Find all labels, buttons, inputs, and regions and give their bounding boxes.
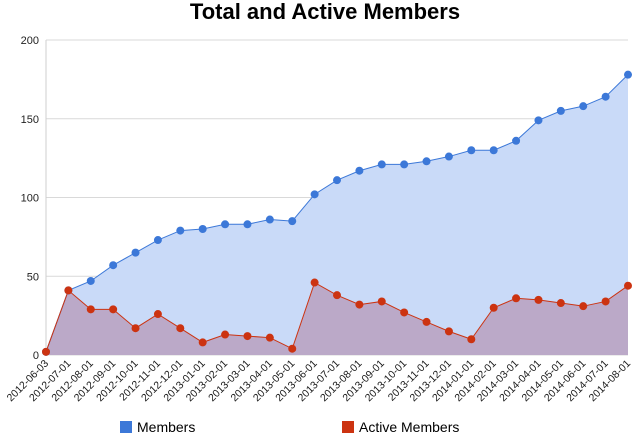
legend: Members Active Members	[120, 419, 459, 435]
data-point	[333, 291, 341, 300]
data-point	[467, 146, 476, 155]
data-point	[333, 176, 341, 185]
y-tick-label: 100	[21, 193, 39, 205]
data-point	[131, 248, 140, 257]
legend-label: Members	[137, 419, 195, 435]
data-point	[489, 146, 498, 155]
data-point	[624, 70, 632, 79]
data-point	[467, 335, 476, 344]
data-point	[400, 308, 409, 317]
data-point	[444, 152, 453, 161]
data-point	[86, 305, 95, 314]
data-point	[198, 338, 207, 347]
data-point	[444, 327, 453, 336]
data-point	[265, 215, 274, 224]
y-tick-label: 200	[21, 35, 39, 47]
data-point	[221, 330, 230, 339]
series-area-0	[46, 74, 628, 356]
data-point	[355, 300, 364, 309]
chart-title: Total and Active Members	[190, 0, 460, 24]
data-point	[109, 261, 118, 270]
data-point	[288, 217, 297, 226]
data-point	[42, 347, 50, 356]
data-point	[153, 236, 162, 245]
data-point	[579, 302, 588, 311]
series-points	[42, 70, 632, 356]
data-point	[243, 332, 252, 341]
data-point	[512, 136, 521, 145]
data-point	[109, 305, 118, 314]
series-areas	[46, 74, 628, 356]
data-point	[422, 157, 431, 166]
data-point	[534, 295, 543, 304]
legend-swatch	[120, 421, 132, 433]
data-point	[422, 317, 431, 326]
data-point	[131, 324, 140, 333]
data-point	[310, 278, 319, 287]
data-point	[176, 324, 185, 333]
data-point	[377, 160, 386, 169]
x-axis-ticks: 2012-06-032012-07-012012-08-012012-09-01…	[5, 358, 633, 405]
data-point	[601, 297, 610, 306]
legend-label: Active Members	[359, 419, 459, 435]
data-point	[601, 92, 610, 101]
data-point	[377, 297, 386, 306]
data-point	[243, 220, 252, 229]
data-point	[176, 226, 185, 235]
data-point	[400, 160, 409, 169]
data-point	[288, 344, 297, 353]
data-point	[355, 166, 364, 175]
data-point	[534, 116, 543, 125]
y-tick-label: 150	[21, 114, 39, 126]
data-point	[489, 303, 498, 312]
y-axis-ticks: 0 50 100 150 200	[21, 35, 39, 362]
data-point	[265, 333, 274, 342]
data-point	[64, 286, 73, 295]
data-point	[310, 190, 319, 199]
data-point	[221, 220, 230, 229]
data-point	[86, 276, 95, 285]
data-point	[556, 299, 565, 308]
series-area-1	[46, 282, 628, 355]
y-tick-label: 0	[33, 350, 39, 362]
data-point	[512, 294, 521, 303]
legend-swatch	[342, 421, 354, 433]
data-point	[556, 106, 565, 115]
data-point	[579, 102, 588, 111]
y-tick-label: 50	[27, 271, 39, 283]
data-point	[153, 310, 162, 319]
data-point	[198, 225, 207, 233]
data-point	[624, 281, 632, 290]
